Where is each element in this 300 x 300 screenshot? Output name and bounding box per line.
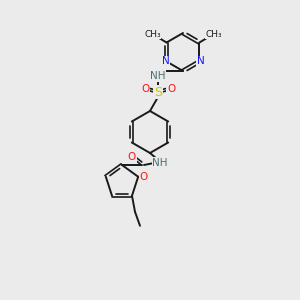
Text: O: O [128, 152, 136, 162]
Text: O: O [167, 84, 175, 94]
Text: NH: NH [150, 71, 166, 81]
Text: N: N [162, 56, 170, 67]
Text: NH: NH [152, 158, 168, 168]
Text: O: O [139, 172, 147, 182]
Text: N: N [196, 56, 204, 67]
Text: CH₃: CH₃ [205, 30, 222, 39]
Text: CH₃: CH₃ [144, 30, 161, 39]
Text: O: O [141, 84, 149, 94]
Text: S: S [154, 85, 162, 98]
